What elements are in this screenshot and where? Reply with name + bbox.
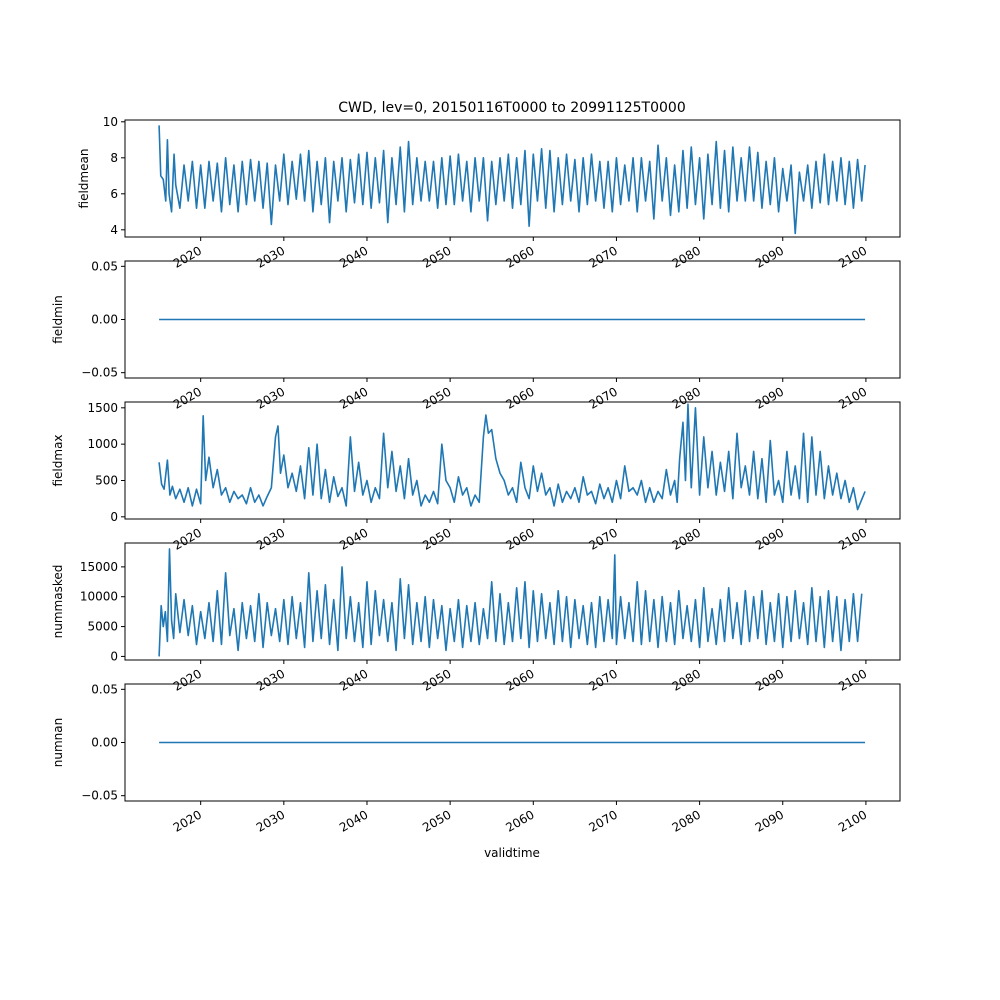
y-tick-label: −0.05 — [81, 366, 118, 380]
y-tick-label: 1500 — [87, 401, 118, 415]
y-tick-label: −0.05 — [81, 789, 118, 803]
y-tick-label: 0.00 — [91, 313, 118, 327]
x-axis-label: validtime — [484, 846, 540, 860]
y-tick-label: 0.05 — [91, 259, 118, 273]
axes-frame-nummasked — [124, 542, 901, 661]
y-axis-label-nummasked: nummasked — [51, 565, 65, 639]
y-tick-label: 10 — [103, 115, 118, 129]
y-tick-label: 0 — [110, 649, 118, 663]
y-axis-label-fieldmean: fieldmean — [77, 149, 91, 209]
y-tick-label: 15000 — [80, 560, 118, 574]
axes-frame-fieldmean — [124, 119, 901, 238]
y-tick-label: 0.05 — [91, 682, 118, 696]
y-tick-label: 0 — [110, 510, 118, 524]
y-tick-label: 500 — [95, 473, 118, 487]
y-axis-label-fieldmin: fieldmin — [51, 295, 65, 344]
axes-frame-fieldmax — [124, 401, 901, 520]
y-axis-label-fieldmax: fieldmax — [51, 434, 65, 486]
y-tick-label: 10000 — [80, 590, 118, 604]
y-tick-label: 0.00 — [91, 736, 118, 750]
series-line-nummasked — [158, 548, 863, 657]
series-line-fieldmean — [158, 125, 866, 235]
y-axis-label-numnan: numnan — [51, 718, 65, 767]
y-tick-label: 4 — [110, 223, 118, 237]
y-tick-label: 8 — [110, 151, 118, 165]
y-tick-label: 5000 — [87, 620, 118, 634]
y-tick-label: 1000 — [87, 437, 118, 451]
chart-title: CWD, lev=0, 20150116T0000 to 20991125T00… — [338, 100, 685, 116]
series-line-fieldmax — [158, 403, 866, 511]
y-tick-label: 6 — [110, 187, 118, 201]
